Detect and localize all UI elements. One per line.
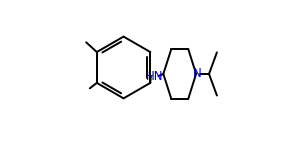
Text: N: N [193, 67, 202, 80]
Text: HN: HN [146, 70, 163, 83]
